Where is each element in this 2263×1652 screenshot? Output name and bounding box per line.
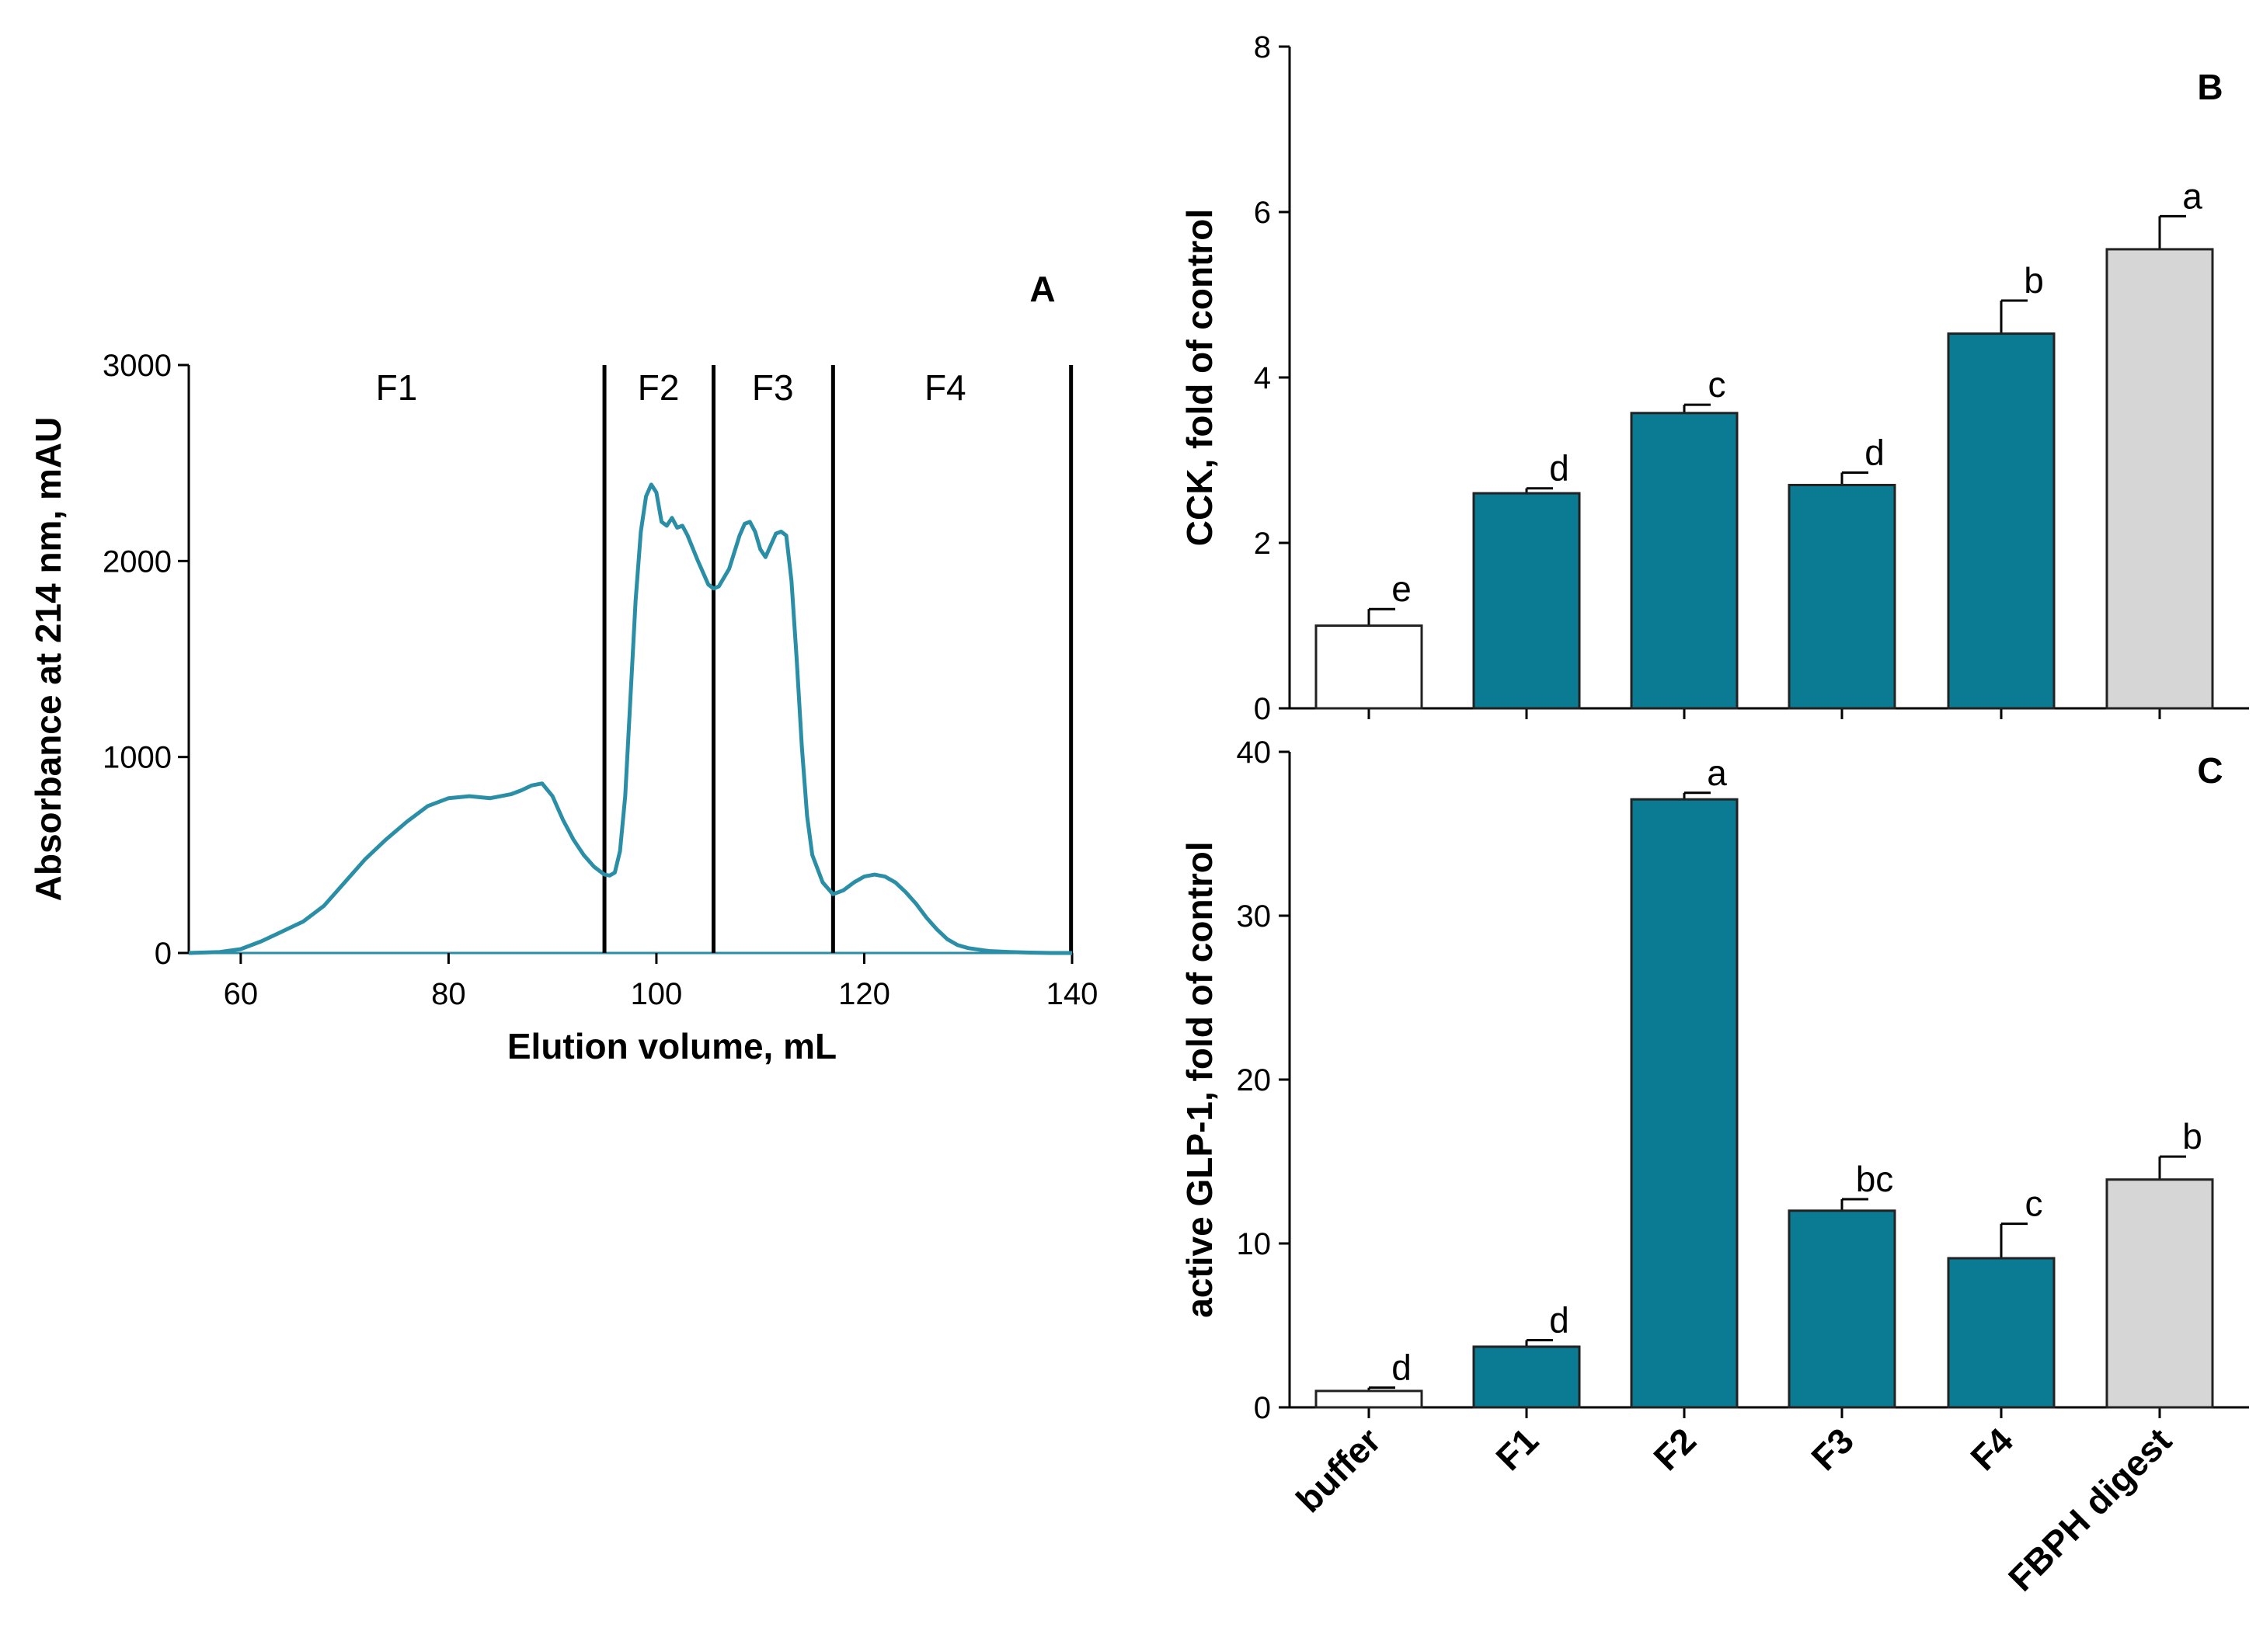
panel-c-bar: [1472, 1345, 1581, 1409]
panel-c-y-tick-label: 40: [1237, 736, 1272, 770]
x-category-label: F4: [1962, 1420, 2021, 1478]
panel-a-fraction-label-f4: F4: [924, 367, 966, 408]
panel-a-x-tick-label: 100: [631, 977, 683, 1011]
panel-a-chromatogram: 0 1000 2000 3000 60 80 100 120 140 F1 F2 F3 F4 A Eluti…: [28, 269, 1098, 1066]
panel-c-bar: [2105, 1178, 2214, 1409]
panel-c-bar: [1788, 1209, 1896, 1409]
panel-a-y-tick-label: 0: [155, 937, 172, 971]
panel-c-significance-label: b: [2182, 1116, 2202, 1156]
panel-a-fraction-label-f2: F2: [638, 367, 680, 408]
panel-b-y-tick-label: 2: [1254, 527, 1271, 561]
panel-b-bar: [2105, 248, 2214, 710]
panel-b-y-tick-label: 8: [1254, 30, 1271, 64]
panel-b-y-tick-label: 0: [1254, 692, 1271, 726]
panel-c-significance-label: bc: [1856, 1159, 1894, 1199]
panel-a-y-tick-label: 2000: [103, 544, 172, 579]
panel-a-letter: A: [1029, 269, 1055, 309]
panel-b-bar: [1630, 412, 1739, 710]
panel-c-significance-label: c: [2025, 1184, 2043, 1224]
panel-b-bar: [1472, 492, 1581, 710]
panel-b-significance-label: b: [2024, 260, 2044, 301]
panel-a-x-tick-label: 80: [431, 977, 466, 1011]
panel-b-significance-label: d: [1549, 448, 1569, 489]
panel-c-bar: [1314, 1389, 1423, 1409]
panel-c-y-tick-label: 0: [1254, 1391, 1271, 1425]
panel-c-y-axis-title: active GLP-1, fold of control: [1179, 841, 1220, 1317]
panel-c-y-tick-label: 30: [1237, 899, 1272, 934]
panel-a-y-axis-title: Absorbance at 214 nm, mAU: [28, 417, 68, 902]
x-category-label: FBPH digest: [2000, 1420, 2179, 1598]
panel-c-bar: [1630, 798, 1739, 1409]
panel-c-bar: [1947, 1257, 2056, 1409]
panel-b-y-axis-title: CCK, fold of control: [1179, 209, 1220, 546]
panel-a-absorbance-trace: [188, 482, 1072, 955]
panel-b-cck-bar-chart: 0 2 4 6 8 e d c d b a B CCK, fold of control: [1179, 30, 2249, 726]
panel-b-significance-label: c: [1708, 364, 1726, 405]
panel-b-bar: [1947, 332, 2056, 710]
panel-b-y-tick-label: 4: [1254, 361, 1271, 395]
panel-b-y-tick-label: 6: [1254, 196, 1271, 230]
panel-c-y-tick-label: 10: [1237, 1227, 1272, 1261]
panel-a-x-tick-label: 120: [838, 977, 890, 1011]
panel-a-fraction-label-f1: F1: [376, 367, 418, 408]
panel-a-x-tick-label: 140: [1046, 977, 1098, 1011]
panel-b-bar: [1788, 483, 1896, 710]
panel-b-letter: B: [2197, 67, 2223, 107]
x-category-label: F2: [1645, 1420, 1704, 1478]
panel-c-significance-label: a: [1707, 753, 1727, 793]
panel-c-significance-label: d: [1549, 1299, 1569, 1340]
panel-a-x-tick-label: 60: [224, 977, 259, 1011]
panel-a-y-tick-label: 3000: [103, 349, 172, 383]
panel-a-x-axis-title: Elution volume, mL: [507, 1026, 837, 1066]
panel-b-significance-label: d: [1864, 432, 1885, 472]
panel-b-significance-label: a: [2182, 176, 2202, 216]
panel-b-bar: [1314, 624, 1423, 710]
x-category-label: F3: [1803, 1420, 1861, 1478]
x-category-label: buffer: [1288, 1420, 1388, 1520]
x-category-label: F1: [1488, 1420, 1546, 1478]
panel-b-significance-label: e: [1391, 569, 1412, 609]
panel-a-y-tick-label: 1000: [103, 741, 172, 775]
panel-c-significance-label: d: [1391, 1348, 1412, 1388]
panel-a-fraction-label-f3: F3: [752, 367, 794, 408]
panel-c-y-tick-label: 20: [1237, 1063, 1272, 1097]
panel-c-letter: C: [2197, 750, 2223, 791]
